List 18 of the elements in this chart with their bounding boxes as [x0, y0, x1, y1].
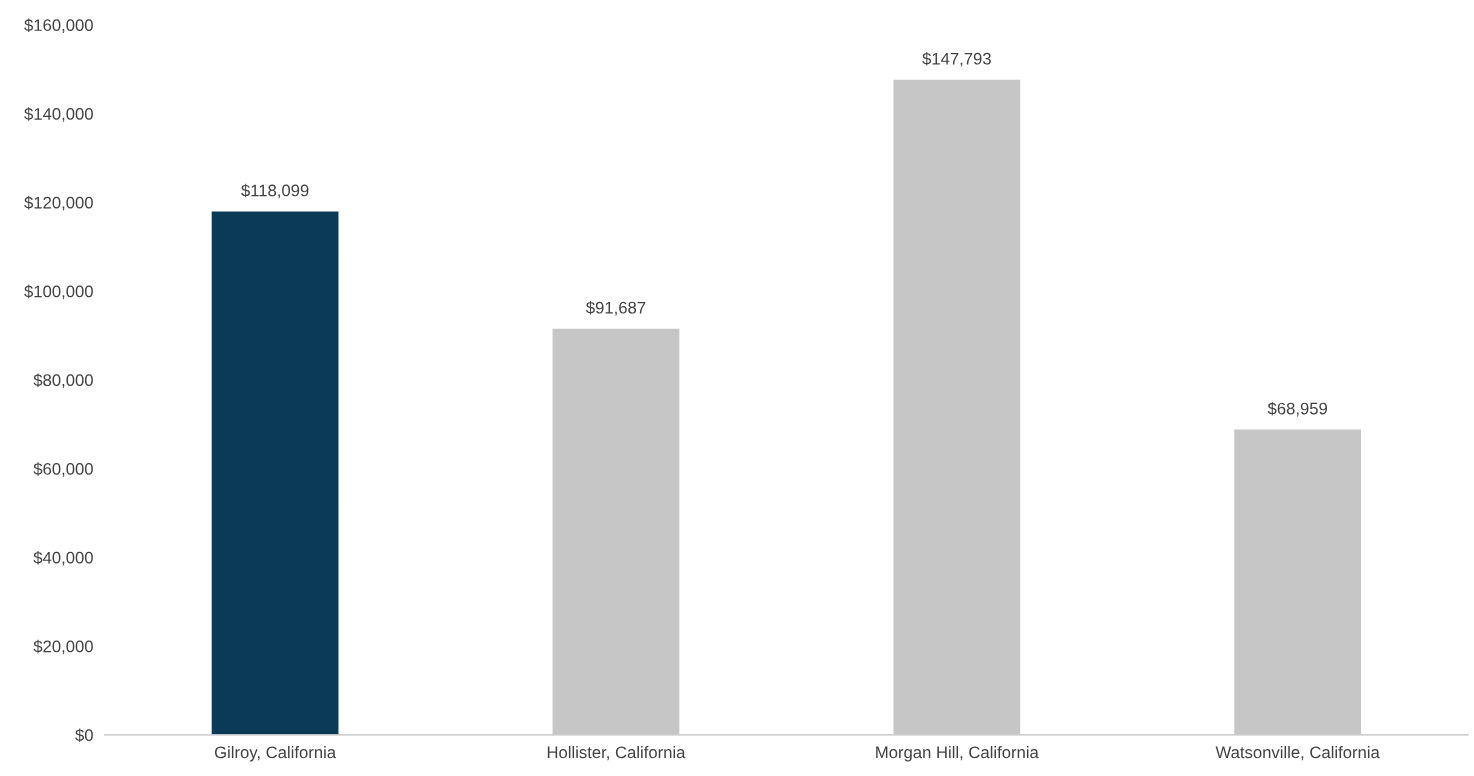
data-label: $147,793: [922, 52, 991, 67]
x-tick-label: Hollister, California: [547, 745, 686, 761]
y-tick-label: $120,000: [24, 196, 93, 211]
y-tick-label: $0: [75, 728, 93, 743]
y-tick-label: $140,000: [24, 107, 93, 122]
y-tick-label: $40,000: [33, 551, 93, 566]
y-tick-label: $20,000: [33, 639, 93, 655]
bar: [210, 210, 340, 735]
data-label: $91,687: [586, 301, 646, 316]
y-tick-label: $100,000: [24, 284, 93, 300]
y-tick-label: $60,000: [33, 462, 93, 477]
y-tick-label: $160,000: [24, 18, 93, 33]
x-tick-label: Gilroy, California: [214, 745, 337, 762]
data-label: $118,099: [241, 183, 309, 199]
x-tick-label: Watsonville, California: [1215, 745, 1380, 761]
x-tick-label: Morgan Hill, California: [876, 745, 1039, 762]
y-tick-label: $80,000: [33, 373, 93, 389]
data-label: $68,959: [1267, 401, 1328, 417]
